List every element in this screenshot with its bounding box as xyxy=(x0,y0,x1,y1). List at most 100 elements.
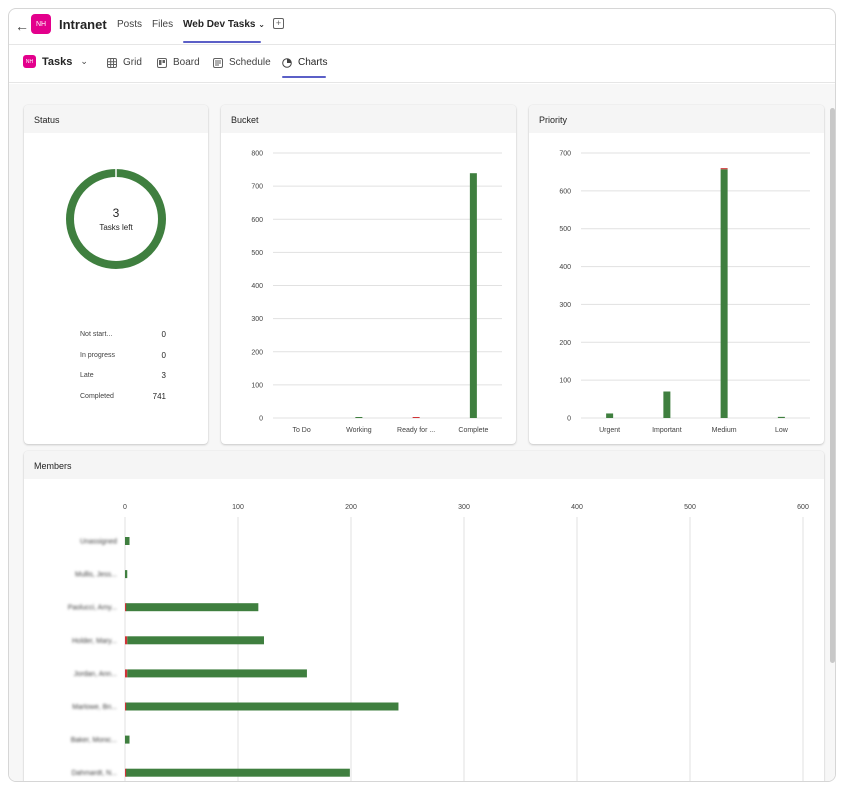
y-tick-label: 300 xyxy=(559,302,571,309)
add-tab-icon[interactable]: + xyxy=(273,18,284,29)
status-card-title: Status xyxy=(24,105,208,133)
schedule-icon xyxy=(213,57,223,68)
x-tick-label: 300 xyxy=(458,504,470,511)
bar-completed xyxy=(126,768,350,777)
tab-files[interactable]: Files xyxy=(152,19,174,30)
priority-card-title: Priority xyxy=(529,105,824,133)
view-tab-grid[interactable]: Grid xyxy=(107,57,142,68)
bar-completed xyxy=(606,413,614,418)
bar-late xyxy=(720,168,728,170)
status-row-value: 3 xyxy=(161,371,166,380)
x-tick-label: 600 xyxy=(797,504,809,511)
vertical-scrollbar[interactable] xyxy=(830,108,835,663)
x-tick-label: Complete xyxy=(458,427,488,434)
team-avatar: NH xyxy=(31,14,51,34)
y-tick-label: 600 xyxy=(559,188,571,195)
plan-label: Tasks xyxy=(42,55,73,68)
bar-completed xyxy=(127,669,307,678)
bucket-chart: 0 100 200 300 400 500 600 700 800 To Do Working Rea… xyxy=(251,151,502,434)
x-tick-label: Urgent xyxy=(599,427,620,434)
bar-completed xyxy=(127,636,264,645)
view-tab-board[interactable]: Board xyxy=(157,57,200,68)
view-tab-schedule-label: Schedule xyxy=(229,57,271,68)
status-row-completed: Completed 741 xyxy=(80,392,166,401)
y-tick-label: 700 xyxy=(559,151,571,158)
plan-selector[interactable]: NH Tasks ⌄ xyxy=(23,55,88,68)
y-tick-label: 300 xyxy=(251,316,263,323)
status-row-late: Late 3 xyxy=(80,371,166,380)
status-row-in-progress: In progress 0 xyxy=(80,351,166,360)
x-tick-label: 200 xyxy=(345,504,357,511)
x-tick-label: Ready for ... xyxy=(397,427,435,434)
tab-web-dev-tasks-label: Web Dev Tasks xyxy=(183,19,256,30)
y-tick-label: 800 xyxy=(251,151,263,158)
member-name-label: Mullis, Jess... xyxy=(75,572,117,579)
tasks-left-label: Tasks left xyxy=(99,223,133,232)
y-tick-label: 200 xyxy=(251,349,263,356)
status-row-value: 741 xyxy=(152,392,166,401)
status-row-not-started: Not start... 0 xyxy=(80,330,166,339)
y-tick-label: 400 xyxy=(559,264,571,271)
status-row-value: 0 xyxy=(161,351,166,360)
grid-icon xyxy=(107,57,117,68)
member-name-label: Baker, Monic... xyxy=(71,737,117,744)
view-tab-charts[interactable]: Charts xyxy=(282,57,327,68)
board-icon xyxy=(157,57,167,68)
status-row-label: Late xyxy=(80,372,94,379)
y-tick-label: 0 xyxy=(567,416,571,423)
members-card: Members 0 100 200 300 400 500 600 Unassigned Mul… xyxy=(24,451,824,781)
toolbar-divider xyxy=(9,82,835,83)
x-tick-label: Important xyxy=(652,427,682,434)
member-name-label: Unassigned xyxy=(80,539,117,546)
priority-chart: 0 100 200 300 400 500 600 700 Urgent Important Med… xyxy=(559,151,810,434)
active-tab-indicator xyxy=(183,41,261,43)
bar-late xyxy=(125,702,127,711)
app-window: ← NH Intranet Posts Files Web Dev Tasks … xyxy=(8,8,836,782)
status-donut xyxy=(66,168,166,269)
member-name-label: Holder, Mary... xyxy=(72,638,117,645)
member-name-label: Marlowe, Bri... xyxy=(72,704,117,711)
y-tick-label: 100 xyxy=(559,378,571,385)
bar-completed xyxy=(126,603,259,612)
view-tab-grid-label: Grid xyxy=(123,57,142,68)
chevron-down-icon: ⌄ xyxy=(258,20,265,29)
y-tick-label: 0 xyxy=(259,416,263,423)
charts-icon xyxy=(282,57,292,68)
x-tick-label: 400 xyxy=(571,504,583,511)
view-tab-schedule[interactable]: Schedule xyxy=(213,57,271,68)
members-card-title: Members xyxy=(24,451,824,479)
x-tick-label: 500 xyxy=(684,504,696,511)
y-tick-label: 200 xyxy=(559,340,571,347)
status-row-label: Not start... xyxy=(80,331,113,338)
x-tick-label: 0 xyxy=(123,504,127,511)
tab-web-dev-tasks[interactable]: Web Dev Tasks ⌄ xyxy=(183,19,265,30)
status-row-label: Completed xyxy=(80,393,114,400)
x-tick-label: 100 xyxy=(232,504,244,511)
status-row-label: In progress xyxy=(80,352,116,359)
bar-completed xyxy=(125,570,128,579)
member-name-label: Jordan, Ann... xyxy=(74,671,117,678)
bar-completed xyxy=(125,537,130,545)
plan-avatar: NH xyxy=(23,55,36,68)
tasks-left-count: 3 xyxy=(112,206,120,220)
members-chart: 0 100 200 300 400 500 600 Unassigned Mullis, Jes… xyxy=(68,504,809,781)
member-name-label: Dahmardt, N... xyxy=(71,770,117,777)
back-arrow-icon[interactable]: ← xyxy=(15,18,29,34)
x-tick-label: Low xyxy=(775,427,789,434)
view-tab-board-label: Board xyxy=(173,57,200,68)
team-initials: NH xyxy=(35,20,47,28)
plan-initials: NH xyxy=(25,58,34,65)
header-divider xyxy=(9,44,835,45)
bar-completed xyxy=(125,735,130,744)
y-tick-label: 100 xyxy=(251,382,263,389)
member-name-label: Paolucci, Amy... xyxy=(68,605,117,612)
view-tab-charts-label: Charts xyxy=(298,57,328,68)
bar-late xyxy=(125,636,128,645)
bar-completed xyxy=(126,702,399,711)
bar-completed xyxy=(777,416,785,418)
x-tick-label: To Do xyxy=(292,427,310,434)
tab-posts[interactable]: Posts xyxy=(117,19,143,30)
priority-card: Priority 0 100 200 300 400 500 600 700 Urgent Imp… xyxy=(529,105,824,444)
y-tick-label: 500 xyxy=(559,226,571,233)
bar-late xyxy=(412,417,420,418)
